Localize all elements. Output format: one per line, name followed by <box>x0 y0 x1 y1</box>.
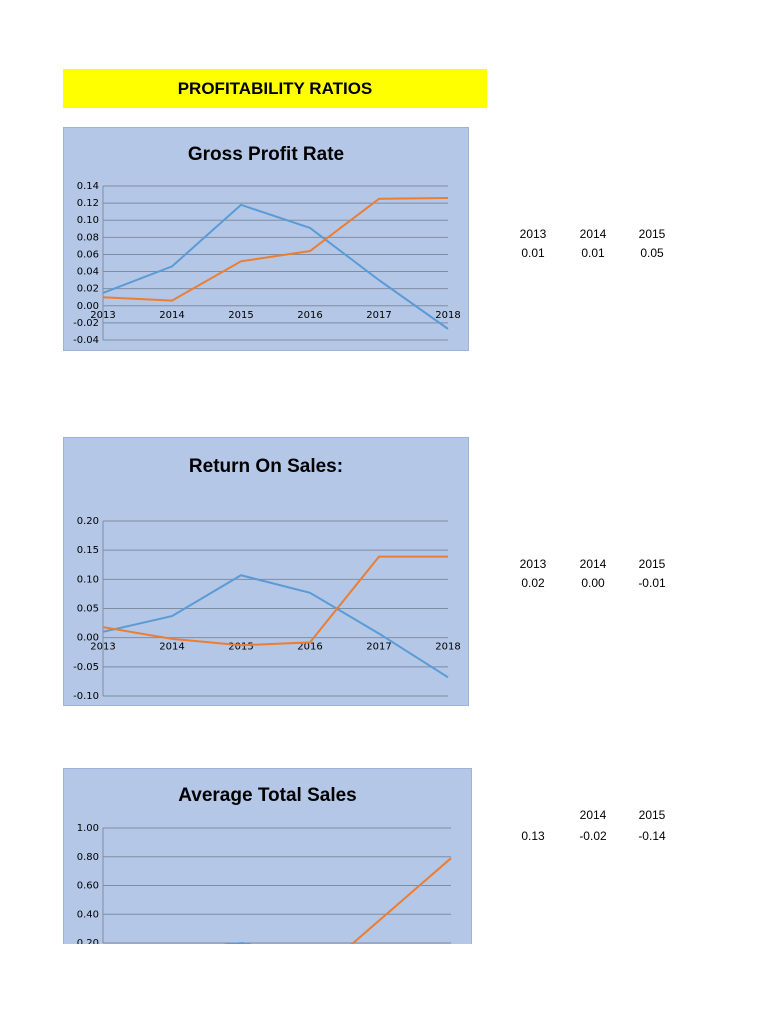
series-line-2 <box>350 857 452 944</box>
table-header: 2015 <box>638 227 666 241</box>
table-header: 2013 <box>519 557 547 571</box>
x-tick-label: 2015 <box>228 310 253 321</box>
y-tick-label: -0.04 <box>73 335 99 346</box>
table-header: 2014 <box>579 808 607 822</box>
y-tick-label: 0.20 <box>77 938 99 944</box>
y-tick-label: 0.00 <box>77 633 99 644</box>
table-header: 2014 <box>579 557 607 571</box>
x-tick-label: 2018 <box>435 310 460 321</box>
table-cell: -0.01 <box>638 576 666 590</box>
table-header: 2015 <box>638 808 666 822</box>
x-tick-label: 2014 <box>159 310 184 321</box>
chart-title: Average Total Sales <box>178 785 357 806</box>
y-tick-label: 0.05 <box>77 604 99 615</box>
table-cell: 0.02 <box>521 576 545 590</box>
y-tick-label: 0.04 <box>77 267 99 278</box>
y-tick-label: 0.14 <box>77 181 99 192</box>
x-tick-label: 2013 <box>90 310 115 321</box>
table-cell: 0.05 <box>640 246 664 260</box>
y-tick-label: -0.02 <box>73 318 99 329</box>
table-cell: 0.01 <box>521 246 545 260</box>
chart-plot: 0.14 0.12 0.10 0.08 0.06 0.04 0.02 0.00 -0.02 -0.… <box>73 181 461 346</box>
y-tick-label: 1.00 <box>77 823 99 834</box>
y-tick-label: 0.15 <box>77 545 99 556</box>
y-tick-label: 0.80 <box>77 852 99 863</box>
x-tick-label: 2013 <box>90 642 115 653</box>
x-tick-label: 2016 <box>297 310 322 321</box>
table-cell: 0.13 <box>521 829 545 843</box>
table-header: 2013 <box>519 227 547 241</box>
gross-profit-rate-chart: 0.14 0.12 0.10 0.08 0.06 0.04 0.02 0.00 -0.02 -0.… <box>63 127 469 351</box>
y-tick-label: 0.20 <box>77 516 99 527</box>
x-tick-label: 2015 <box>228 642 253 653</box>
y-tick-label: 0.10 <box>77 574 99 585</box>
return-on-sales-chart: 0.20 0.15 0.10 0.05 0.00 -0.05 -0.10 2013 2014 20… <box>63 437 469 706</box>
x-tick-label: 2014 <box>159 642 184 653</box>
y-tick-label: -0.10 <box>73 691 99 702</box>
y-tick-label: 0.40 <box>77 909 99 920</box>
series-line-2 <box>102 196 449 302</box>
y-tick-label: 0.08 <box>77 232 99 243</box>
y-tick-label: -0.05 <box>73 662 99 673</box>
x-tick-label: 2017 <box>366 642 391 653</box>
table-cell: -0.02 <box>579 829 607 843</box>
chart-plot: 0.20 0.15 0.10 0.05 0.00 -0.05 -0.10 2013 2014 20… <box>73 516 461 702</box>
y-tick-label: 0.12 <box>77 198 99 209</box>
x-tick-label: 2016 <box>297 642 322 653</box>
average-total-sales-chart: 1.00 0.80 0.60 0.40 0.20 Average Total Sales <box>63 768 472 944</box>
series-line-1 <box>102 203 449 330</box>
section-banner: PROFITABILITY RATIOS <box>63 69 487 108</box>
section-title: PROFITABILITY RATIOS <box>177 78 373 98</box>
chart-title: Gross Profit Rate <box>187 144 345 165</box>
y-tick-label: 0.02 <box>77 284 99 295</box>
series-line-1 <box>102 574 449 679</box>
table-cell: -0.14 <box>638 829 666 843</box>
y-tick-label: 0.60 <box>77 881 99 892</box>
series-line-2 <box>102 555 448 647</box>
table-header: 2015 <box>638 557 666 571</box>
x-tick-label: 2018 <box>435 642 460 653</box>
table-cell: 0.00 <box>581 576 605 590</box>
y-tick-label: 0.06 <box>77 249 99 260</box>
chart-title: Return On Sales: <box>188 456 344 477</box>
y-tick-label: 0.10 <box>77 215 99 226</box>
y-tick-label: 0.00 <box>77 301 99 312</box>
table-header: 2014 <box>579 227 607 241</box>
x-tick-label: 2017 <box>366 310 391 321</box>
chart-plot: 1.00 0.80 0.60 0.40 0.20 <box>77 823 452 944</box>
table-cell: 0.01 <box>581 246 605 260</box>
